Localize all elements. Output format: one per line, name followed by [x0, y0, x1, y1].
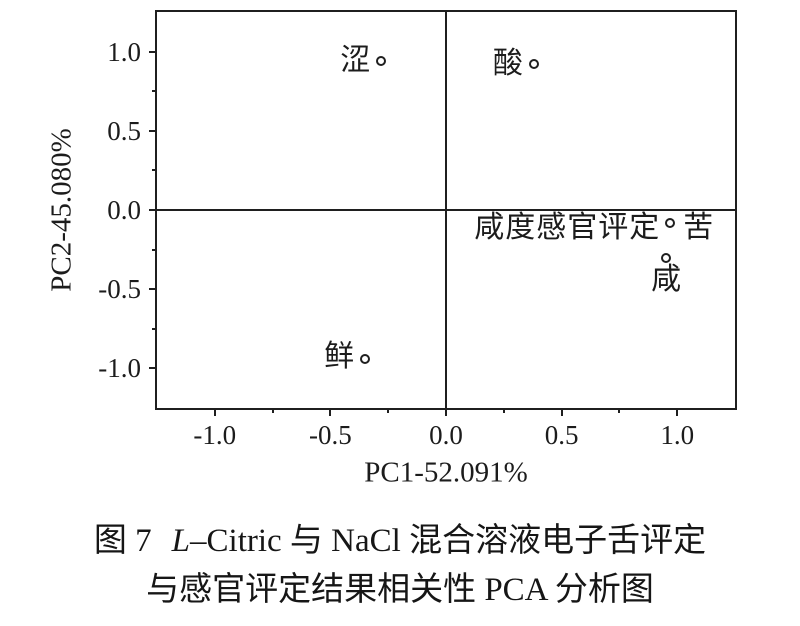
- point-label: 涩: [340, 44, 372, 78]
- point-marker-circle-icon: [528, 59, 539, 70]
- x-tick-label: 0.5: [544, 420, 579, 450]
- x-minor-tick: [618, 408, 621, 413]
- y-axis-title: PC2-45.080%: [45, 128, 78, 292]
- point-marker-circle-icon: [376, 56, 387, 67]
- y-minor-tick: [152, 90, 157, 93]
- y-tick-label: 1.0: [107, 36, 141, 67]
- x-tick-label: -0.5: [309, 420, 352, 450]
- figure-caption-line2: 与感官评定结果相关性 PCA 分析图: [146, 572, 654, 608]
- y-tick-label: 0.0: [107, 195, 141, 225]
- x-minor-tick: [387, 408, 390, 413]
- x-tick: [676, 408, 679, 416]
- y-minor-tick: [152, 248, 157, 251]
- point-label: 咸: [651, 262, 683, 296]
- y-minor-tick: [152, 169, 157, 172]
- x-tick: [560, 408, 563, 416]
- x-tick-label: -1.0: [193, 420, 237, 450]
- figure-caption: 图 7 L–Citric 与 NaCl 混合溶液电子舌评定 与感官评定结果相关性 …: [0, 517, 800, 615]
- x-minor-tick: [271, 408, 274, 413]
- point-label: 酸: [492, 47, 524, 81]
- x-tick-label: 1.0: [660, 420, 695, 450]
- point-marker-circle-icon: [660, 252, 671, 263]
- y-tick: [149, 209, 157, 211]
- x-minor-tick: [502, 408, 505, 413]
- y-tick: [149, 288, 157, 291]
- caption-title-italic: L: [171, 523, 191, 559]
- y-tick: [149, 367, 157, 370]
- x-tick-label: 0.0: [429, 420, 463, 450]
- y-tick-label: -1.0: [98, 353, 141, 384]
- zero-line-horizontal: [157, 209, 735, 211]
- y-tick: [149, 129, 157, 132]
- x-tick: [329, 408, 332, 416]
- y-tick-label: 0.5: [107, 115, 141, 146]
- y-tick: [149, 50, 157, 53]
- point-marker-circle-icon: [665, 217, 676, 228]
- point-label: 鲜: [324, 339, 356, 373]
- point-marker-circle-icon: [360, 353, 371, 364]
- point-label: 苦: [683, 210, 715, 244]
- x-axis-title: PC1-52.091%: [364, 456, 528, 489]
- x-tick: [213, 408, 216, 416]
- x-tick: [445, 408, 447, 416]
- figure-caption-line1: 图 7 L–Citric 与 NaCl 混合溶液电子舌评定: [0, 517, 800, 566]
- plot-area: -1.0 -0.5 0.0 0.5 1.0 1.0 0.5 0.0 -0.5 -1.0 涩 酸咸度感官…: [98, 10, 737, 450]
- caption-title-rest: –Citric 与 NaCl 混合溶液电子舌评定: [190, 523, 707, 559]
- y-tick-label: -0.5: [98, 274, 141, 305]
- caption-figure-number: 图 7: [93, 523, 152, 559]
- y-minor-tick: [152, 327, 157, 330]
- point-label: 咸度感官评定: [474, 210, 661, 244]
